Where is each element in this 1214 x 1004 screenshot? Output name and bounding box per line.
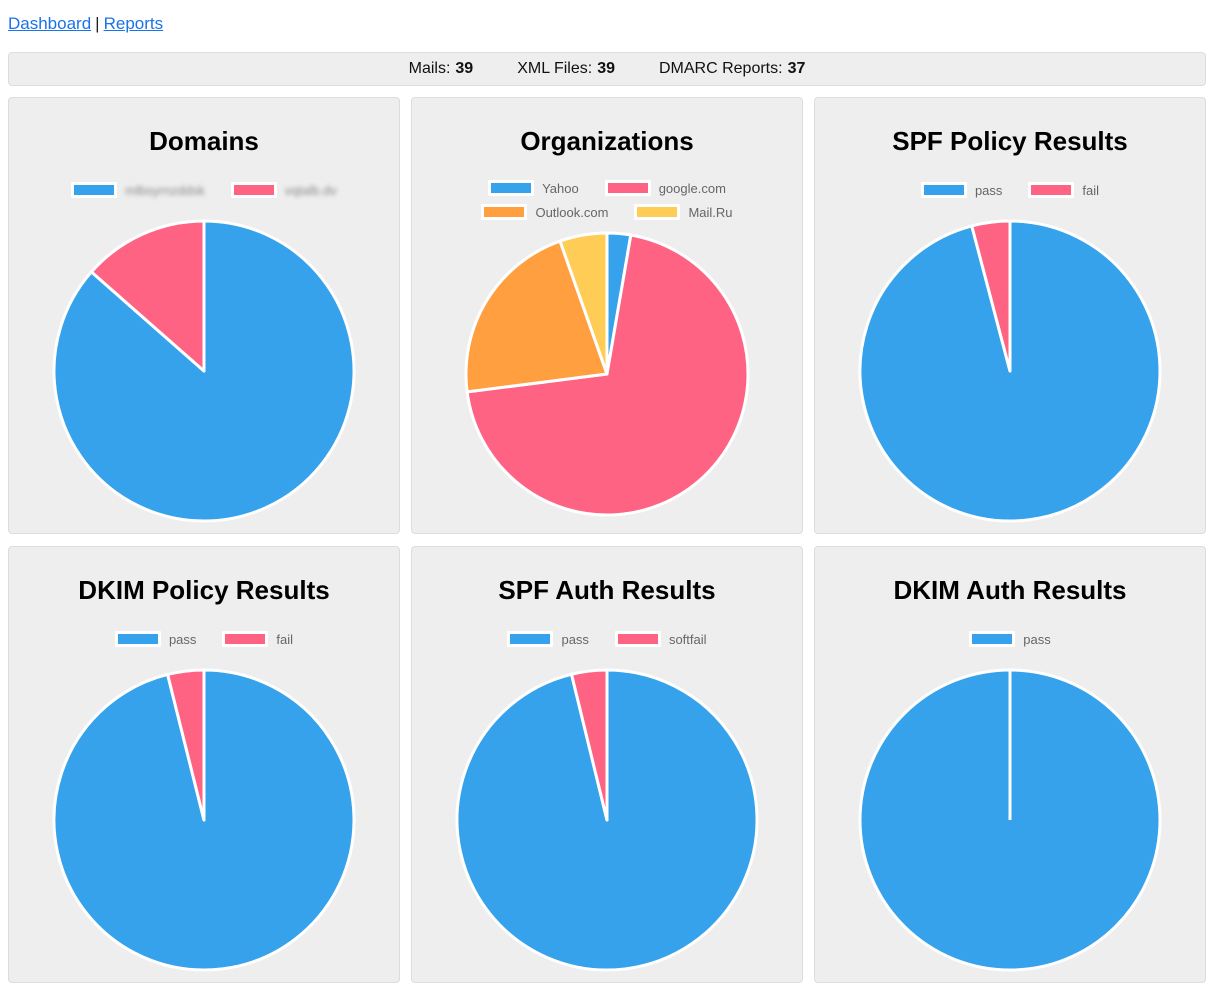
legend-label: softfail [668,631,707,647]
legend-item[interactable]: vqtalb.dv [230,180,337,200]
legend-swatch [1028,182,1075,198]
pie-chart-organizations[interactable] [412,230,802,518]
chart-legend: pass fail [850,180,1170,200]
pie-chart-canvas [52,219,356,523]
chart-legend: Yahoo google.com Outlook.com Mail.Ru [447,180,767,220]
nav-link-dashboard[interactable]: Dashboard [8,14,92,33]
legend-label: Outlook.com [535,204,609,220]
pie-chart-canvas [52,668,356,972]
pie-chart-spf-policy[interactable] [815,218,1205,524]
legend-label: pass [561,631,589,647]
panel-dkim-auth-results: DKIM Auth Results pass [814,546,1206,983]
legend-swatch [969,631,1016,647]
legend-swatch [920,182,967,198]
legend-label: Mail.Ru [688,204,733,220]
legend-item[interactable]: fail [1028,180,1099,200]
legend-item[interactable]: Mail.Ru [634,204,733,220]
chart-title-domains: Domains [149,126,259,156]
panel-spf-auth-results: SPF Auth Results pass softfail [411,546,803,983]
pie-slice[interactable] [464,239,609,394]
pie-chart-canvas [858,668,1162,972]
legend-swatch [71,182,118,198]
legend-label: google.com [658,180,726,196]
summary-stats-bar: Mails: 39 XML Files: 39 DMARC Reports: 37 [8,52,1206,86]
chart-title-spf-policy: SPF Policy Results [892,126,1128,156]
pie-chart-canvas [455,668,759,972]
legend-label: pass [1023,631,1051,647]
pie-chart-canvas [858,219,1162,523]
legend-item[interactable]: pass [507,629,589,649]
legend-label: fail [276,631,294,647]
legend-label: vqtalb.dv [284,182,337,198]
legend-swatch [507,631,554,647]
legend-item[interactable]: mlbsyrnzddsk [71,180,205,200]
legend-swatch [488,180,535,196]
nav-separator: | [95,14,100,33]
chart-title-dkim-policy: DKIM Policy Results [78,575,330,605]
panel-domains: Domains mlbsyrnzddsk vqtalb.dv [8,97,400,534]
legend-item[interactable]: google.com [604,180,726,196]
stat-mails-value: 39 [455,60,474,77]
stat-mails-label: Mails: [408,60,451,77]
chart-title-spf-auth: SPF Auth Results [498,575,716,605]
pie-chart-domains[interactable] [9,218,399,524]
charts-grid: Domains mlbsyrnzddsk vqtalb.dv Organizati… [8,97,1206,983]
legend-item[interactable]: pass [920,180,1003,200]
chart-title-dkim-auth: DKIM Auth Results [893,575,1127,605]
pie-slice[interactable] [558,231,609,376]
legend-label: Yahoo [542,180,579,196]
top-nav: Dashboard | Reports [0,0,1214,46]
chart-legend: pass [850,629,1170,649]
pie-chart-dkim-auth[interactable] [815,667,1205,973]
pie-chart-canvas [464,231,750,517]
panel-organizations: Organizations Yahoo google.com Outlook.com… [411,97,803,534]
legend-label: mlbsyrnzddsk [125,182,205,198]
legend-item[interactable]: pass [114,629,197,649]
pie-chart-spf-auth[interactable] [412,667,802,973]
panel-dkim-policy-results: DKIM Policy Results pass fail [8,546,400,983]
legend-swatch [222,631,269,647]
stat-xml-files-value: 39 [597,60,615,77]
legend-swatch [614,631,661,647]
legend-item[interactable]: Outlook.com [481,204,608,220]
legend-swatch [481,204,528,220]
legend-label: pass [974,182,1003,198]
pie-slice[interactable] [89,219,206,373]
pie-slice[interactable] [166,668,206,822]
legend-swatch [230,182,277,198]
stat-dmarc-reports-label: DMARC Reports: [658,60,783,77]
chart-legend: pass fail [44,629,364,649]
legend-item[interactable]: softfail [614,629,707,649]
legend-label: pass [168,631,197,647]
chart-legend: mlbsyrnzddsk vqtalb.dv [44,180,364,200]
chart-title-organizations: Organizations [520,126,694,156]
chart-legend: pass softfail [447,629,767,649]
stat-mails: Mails: 39 [409,60,474,78]
legend-item[interactable]: Yahoo [488,180,579,196]
panel-spf-policy-results: SPF Policy Results pass fail [814,97,1206,534]
legend-item[interactable]: pass [969,629,1051,649]
legend-swatch [114,631,161,647]
stat-xml-files: XML Files: 39 [517,60,615,78]
stat-dmarc-reports-value: 37 [787,60,806,77]
legend-label: fail [1082,182,1100,198]
legend-item[interactable]: fail [222,629,293,649]
pie-slice[interactable] [570,668,609,822]
legend-swatch [604,180,651,196]
nav-link-reports[interactable]: Reports [103,14,164,33]
stat-xml-files-label: XML Files: [517,60,593,77]
pie-chart-dkim-policy[interactable] [9,667,399,973]
pie-slice[interactable] [970,219,1012,373]
stat-dmarc-reports: DMARC Reports: 37 [659,60,805,78]
legend-swatch [634,204,681,220]
